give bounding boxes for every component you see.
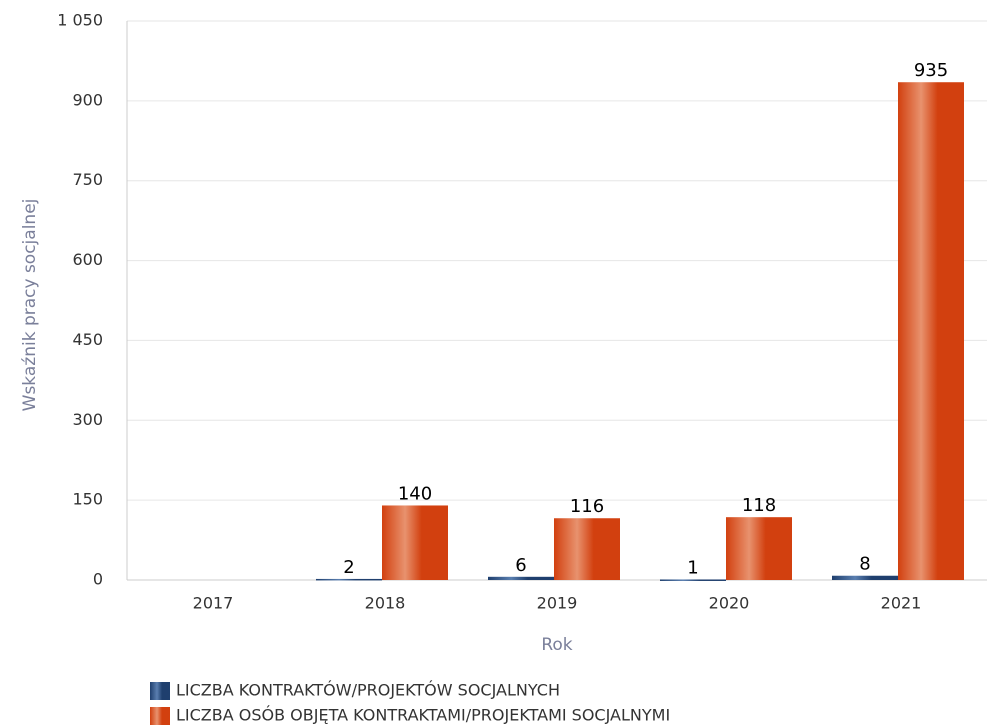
y-tick-label: 300 (72, 410, 103, 429)
x-tick-label: 2018 (365, 594, 406, 613)
bar (316, 578, 382, 581)
x-tick-label: 2017 (193, 594, 234, 613)
data-label: 116 (570, 496, 604, 517)
x-tick-label: 2021 (881, 594, 922, 613)
x-axis-title: Rok (541, 635, 572, 655)
bar (898, 82, 964, 580)
y-axis-title: Wskaźnik pracy socjalnej (20, 199, 40, 412)
bar (726, 517, 792, 580)
y-tick-label: 1 050 (57, 11, 103, 30)
x-tick-label: 2020 (709, 594, 750, 613)
data-label: 2 (343, 557, 354, 578)
data-label: 118 (742, 495, 776, 516)
legend-label: LICZBA OSÓB OBJĘTA KONTRAKTAMI/PROJEKTAM… (176, 706, 670, 725)
bar (832, 575, 898, 580)
data-label: 8 (859, 554, 870, 575)
data-label: 935 (914, 60, 948, 81)
y-tick-label: 750 (72, 170, 103, 189)
legend-swatch (150, 682, 170, 700)
bar (488, 576, 554, 580)
bar (554, 518, 620, 580)
data-label: 1 (687, 557, 698, 578)
x-tick-label: 2019 (537, 594, 578, 613)
bar (660, 579, 726, 581)
bar (382, 505, 448, 580)
data-label: 140 (398, 483, 432, 504)
y-tick-label: 450 (72, 330, 103, 349)
y-tick-label: 900 (72, 90, 103, 109)
legend-label: LICZBA KONTRAKTÓW/PROJEKTÓW SOCJALNYCH (176, 681, 560, 700)
y-tick-label: 150 (72, 490, 103, 509)
data-label: 6 (515, 555, 526, 576)
y-tick-label: 0 (93, 570, 103, 589)
legend-swatch (150, 707, 170, 725)
y-tick-label: 600 (72, 250, 103, 269)
